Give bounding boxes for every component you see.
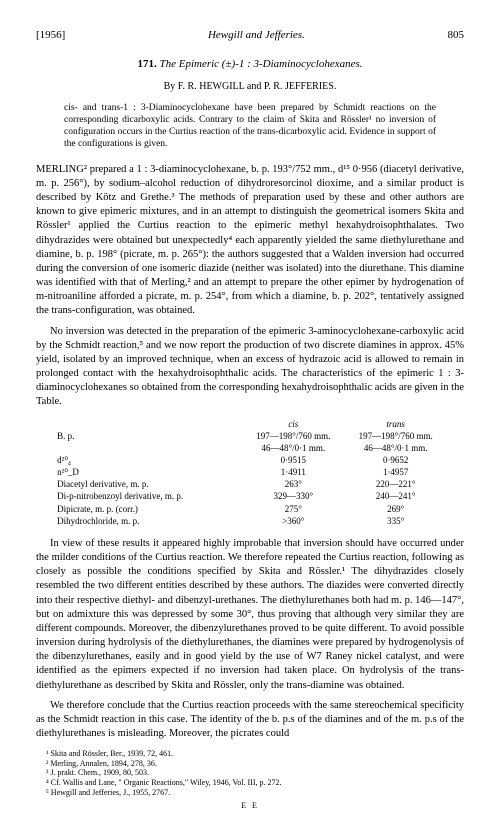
signature-mark: E E: [36, 801, 464, 812]
para1-text: MERLING² prepared a 1 : 3-diaminocyclohe…: [36, 164, 464, 317]
paragraph-3: In view of these results it appeared hig…: [36, 537, 464, 693]
running-header: [1956] Hewgill and Jefferies. 805: [36, 28, 464, 43]
footnote: ⁴ Cf. Wallis and Lane, " Organic Reactio…: [36, 778, 464, 788]
table-row: B. p. 197—198°/760 mm. 46—48°/0·1 mm. 19…: [53, 430, 447, 454]
paragraph-4: We therefore conclude that the Curtius r…: [36, 699, 464, 742]
table-row: Dipicrate, m. p. (corr.) 275° 269°: [53, 503, 447, 515]
header-year: [1956]: [36, 28, 65, 43]
table-head-cis: cis: [242, 418, 344, 430]
article-title: 171. The Epimeric (±)-1 : 3-Diaminocyclo…: [36, 57, 464, 72]
footnote: ¹ Skita and Rössler, Ber., 1939, 72, 461…: [36, 749, 464, 759]
table-row: Dihydrochloride, m. p. >360° 335°: [53, 515, 447, 527]
article-title-text: The Epimeric (±)-1 : 3-Diaminocyclohexan…: [159, 58, 362, 70]
table-row: n²⁰_D 1·4911 1·4957: [53, 466, 447, 478]
table-row: d²⁰₄ 0·9515 0·9652: [53, 454, 447, 466]
table-head-trans: trans: [345, 418, 447, 430]
properties-table: cis trans B. p. 197—198°/760 mm. 46—48°/…: [53, 418, 447, 527]
header-running-title: Hewgill and Jefferies.: [208, 28, 305, 43]
abstract: cis- and trans-1 : 3-Diaminocyclohexane …: [64, 103, 436, 151]
paragraph-1: MERLING² prepared a 1 : 3-diaminocyclohe…: [36, 163, 464, 319]
footnote: ⁵ Hewgill and Jefferies, J., 1955, 2767.: [36, 788, 464, 798]
article-number: 171.: [137, 58, 156, 70]
table-row: Diacetyl derivative, m. p. 263° 220—221°: [53, 478, 447, 490]
authors-line: By F. R. HEWGILL and P. R. JEFFERIES.: [36, 80, 464, 94]
footnotes: ¹ Skita and Rössler, Ber., 1939, 72, 461…: [36, 749, 464, 797]
footnote: ² Merling, Annalen, 1894, 278, 36.: [36, 759, 464, 769]
header-page-number: 805: [447, 28, 464, 43]
paragraph-2: No inversion was detected in the prepara…: [36, 325, 464, 410]
table-row: Di-p-nitrobenzoyl derivative, m. p. 329—…: [53, 490, 447, 502]
footnote: ³ J. prakt. Chem., 1909, 80, 503.: [36, 768, 464, 778]
